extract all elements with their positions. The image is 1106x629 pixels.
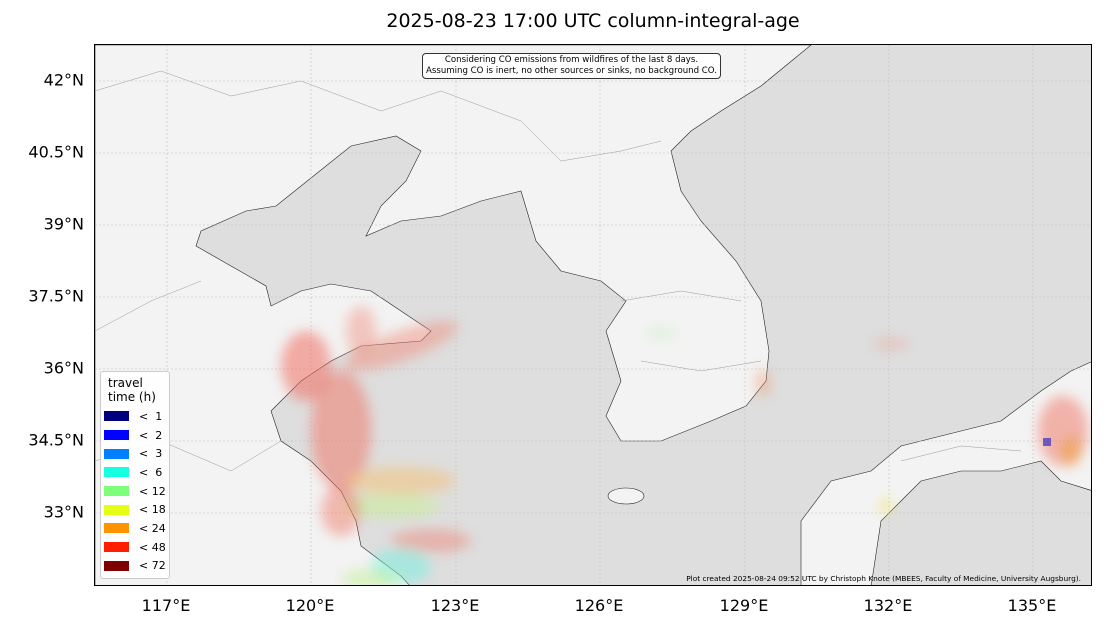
japan (800, 361, 1091, 585)
legend-label: < 6 (139, 465, 163, 479)
legend-swatch (104, 523, 129, 534)
lon-label: 123°E (430, 596, 480, 615)
lat-label: 40.5°N (28, 142, 84, 162)
legend-item: < 12 (101, 482, 169, 501)
legend-title: travel (108, 376, 143, 390)
legend: travel time (h) < 1 < 2 < 3 < 6 < 12 < 18 < 24… (100, 371, 170, 580)
legend-swatch (104, 560, 129, 571)
legend-label: < 3 (139, 447, 163, 461)
legend-swatch (104, 430, 129, 441)
legend-swatch (104, 448, 129, 459)
legend-swatch (104, 411, 129, 422)
jeju-island (607, 487, 645, 505)
lat-label: 39°N (43, 214, 84, 234)
lon-label: 120°E (285, 596, 335, 615)
legend-title: time (h) (108, 390, 156, 404)
legend-label: < 2 (139, 428, 163, 442)
legend-label: < 24 (139, 521, 166, 535)
lon-label: 135°E (1007, 596, 1057, 615)
map-title: 2025-08-23 17:00 UTC column-integral-age (386, 10, 800, 32)
lon-label: 132°E (863, 596, 913, 615)
credit-text: Plot created 2025-08-24 09:52 UTC by Chr… (686, 574, 1081, 583)
legend-label: < 72 (139, 559, 166, 573)
note-line: Considering CO emissions from wildfires … (444, 55, 699, 65)
legend-label: < 12 (139, 484, 166, 498)
legend-item: < 72 (101, 557, 169, 576)
legend-item: < 1 (101, 407, 169, 426)
legend-swatch (104, 467, 129, 478)
legend-swatch (104, 486, 129, 497)
mainland-asia (95, 45, 812, 585)
legend-label: < 48 (139, 540, 166, 554)
map-canvas[interactable]: Considering CO emissions from wildfires … (94, 44, 1092, 586)
legend-item: < 2 (101, 426, 169, 445)
legend-label: < 1 (139, 409, 163, 423)
lon-label: 117°E (141, 596, 191, 615)
legend-item: < 48 (101, 538, 169, 557)
lat-label: 34.5°N (28, 430, 84, 450)
lon-label: 129°E (719, 596, 769, 615)
info-note: Considering CO emissions from wildfires … (422, 53, 721, 79)
legend-swatch (104, 504, 129, 515)
lat-label: 42°N (43, 70, 84, 90)
lat-label: 36°N (43, 358, 84, 378)
legend-item: < 6 (101, 463, 169, 482)
legend-item: < 24 (101, 519, 169, 538)
legend-item: < 18 (101, 500, 169, 519)
map-svg (95, 45, 1091, 585)
plume-cell (1043, 438, 1051, 446)
legend-label: < 18 (139, 503, 166, 517)
lat-label: 37.5°N (28, 286, 84, 306)
lat-label: 33°N (43, 502, 84, 522)
co-plume (281, 306, 1088, 585)
lon-label: 126°E (574, 596, 624, 615)
legend-item: < 3 (101, 444, 169, 463)
legend-swatch (104, 542, 129, 553)
note-line: Assuming CO is inert, no other sources o… (426, 66, 717, 76)
